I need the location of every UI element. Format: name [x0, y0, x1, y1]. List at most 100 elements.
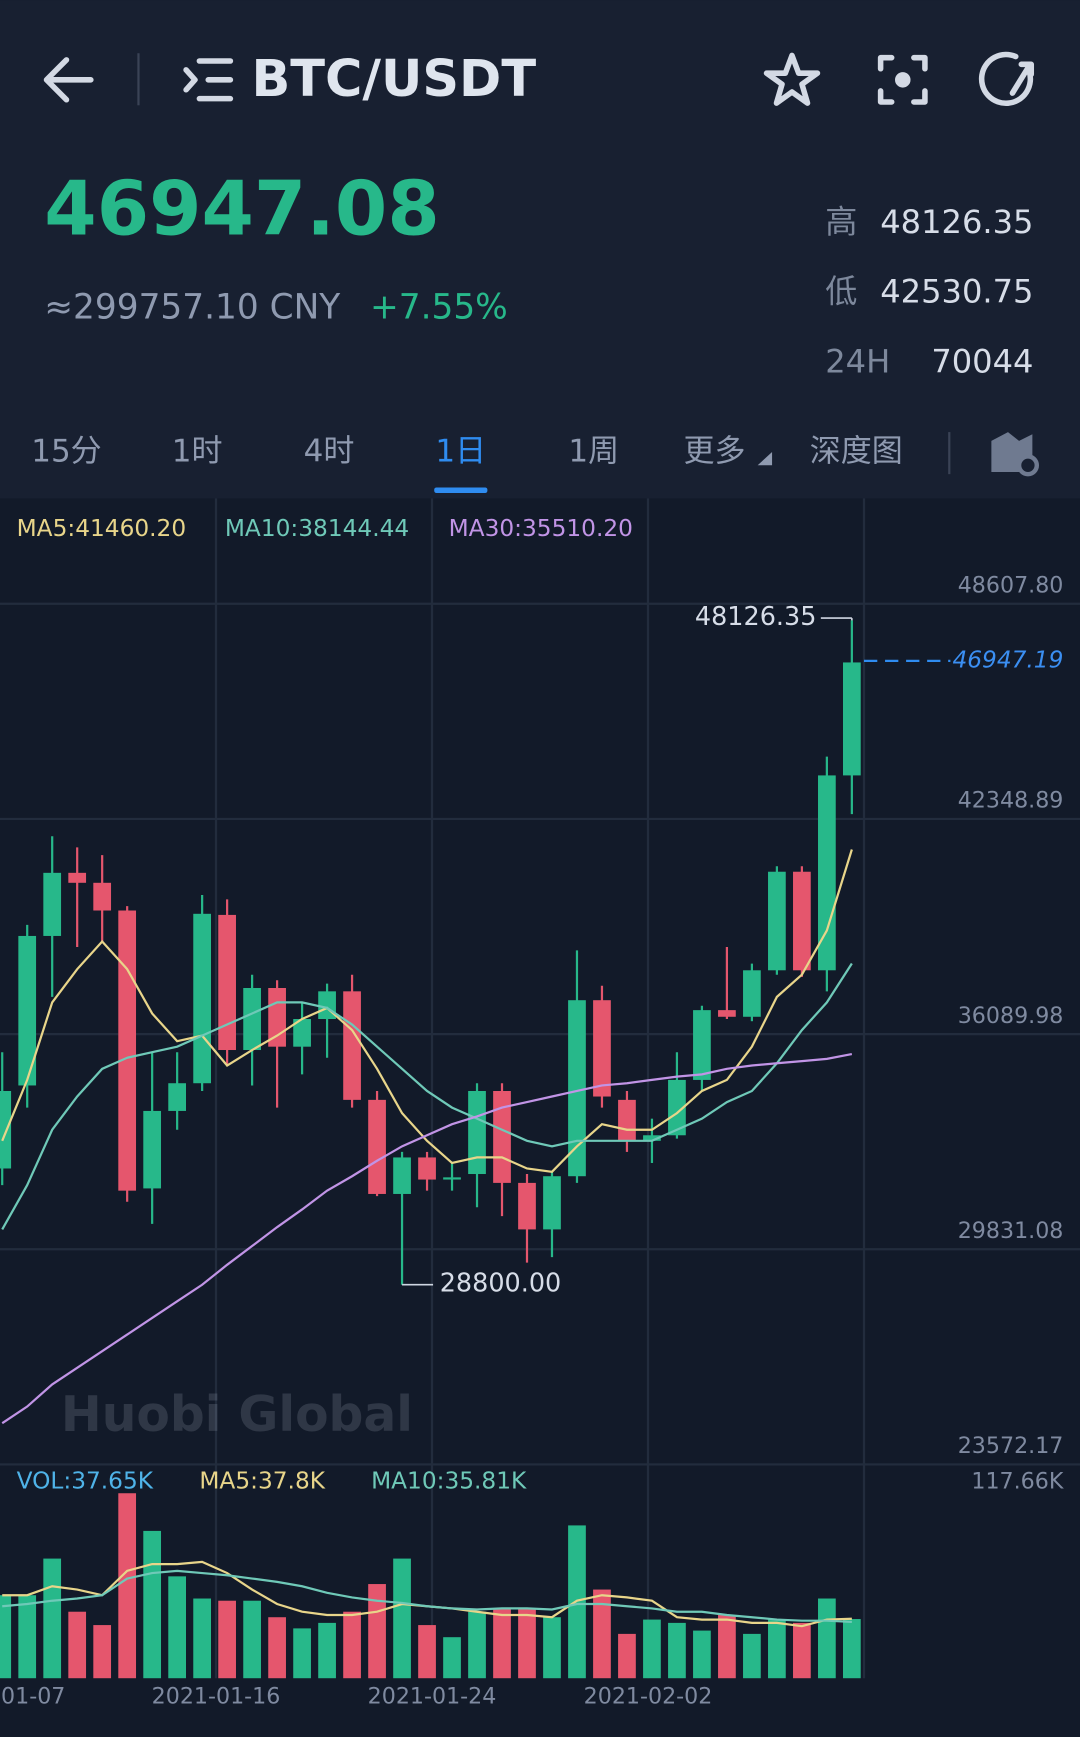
timeframe-tab[interactable]: 4时 [304, 434, 355, 470]
volume-bar [418, 1625, 436, 1679]
volume-bar [168, 1576, 187, 1679]
timeframe-tab[interactable]: 1周 [568, 434, 619, 470]
chart-settings-button[interactable] [991, 432, 1040, 477]
candle-body [743, 970, 761, 1017]
candle-body [343, 991, 361, 1100]
volume-bar [842, 1619, 861, 1679]
volume-bar [0, 1595, 12, 1679]
watermark: Huobi Global [61, 1387, 413, 1443]
volume-bar [318, 1622, 336, 1679]
x-tick-label: 2021-01-24 [368, 1684, 497, 1710]
volume-bar [543, 1617, 561, 1679]
candle-body [568, 1000, 586, 1177]
timeframe-tab[interactable]: 15分 [31, 434, 101, 470]
candle-body [618, 1099, 636, 1141]
candle-body [643, 1135, 661, 1141]
volume-bar [468, 1611, 486, 1679]
legend-entry: MA30:35510.20 [449, 515, 633, 542]
x-tick-label: 2021-01-16 [152, 1684, 281, 1710]
price-change: +7.55% [370, 288, 508, 328]
candle-body [842, 662, 861, 776]
volume-bar [443, 1637, 461, 1679]
volume-legend: VOL:37.65K [17, 1468, 154, 1495]
candle-body [93, 882, 112, 911]
volume-legend-entry: MA10:35.81K [371, 1468, 527, 1495]
candle-body [793, 871, 811, 971]
last-price-label: 46947.19 [952, 646, 1063, 673]
high-marker-label: 48126.35 [695, 602, 817, 632]
y-tick-label: 36089.98 [958, 1003, 1064, 1029]
cny-price: ≈299757.10 CNY [44, 288, 341, 328]
favorite-button[interactable] [763, 52, 821, 106]
volume-bar [218, 1600, 236, 1679]
stat-value: 70044 [931, 342, 1033, 380]
stat-value: 48126.35 [880, 203, 1033, 241]
candle-body [443, 1177, 461, 1180]
candle-body [468, 1090, 486, 1175]
volume-bar [643, 1619, 661, 1679]
pair-title: BTC/USDT [251, 50, 536, 109]
timeframe-tab[interactable]: 1日 [435, 434, 486, 470]
y-tick-label: 48607.80 [958, 573, 1064, 599]
volume-tick-label: 117.66K [971, 1469, 1063, 1495]
volume-bar [393, 1558, 411, 1679]
last-price: 46947.08 [44, 164, 439, 252]
candle-body [418, 1157, 436, 1180]
y-tick-label: 29831.08 [958, 1218, 1064, 1244]
refresh-button[interactable] [978, 51, 1035, 106]
volume-bar [593, 1589, 611, 1679]
candle-body [18, 935, 37, 1086]
candle-body [293, 1019, 311, 1047]
volume-bar [668, 1622, 686, 1679]
candle-body [268, 987, 286, 1047]
legend-entry: MA10:38144.44 [225, 515, 409, 542]
volume-bar [43, 1558, 62, 1679]
candle-body [218, 914, 236, 1051]
volume-bar [368, 1584, 386, 1679]
candle-body [168, 1083, 187, 1111]
volume-bar [143, 1530, 162, 1679]
candle-body [493, 1090, 511, 1183]
high-marker-line [820, 617, 853, 621]
volume-bar [818, 1598, 836, 1679]
candle-body [118, 910, 137, 1191]
legend-entry: MA5:41460.20 [17, 515, 187, 542]
volume-legend-entry: MA5:37.8K [199, 1468, 325, 1495]
pair-menu-icon[interactable] [183, 58, 234, 102]
x-tick-label: 01-07 [1, 1684, 65, 1710]
screenshot-button[interactable] [877, 54, 928, 105]
back-button[interactable] [43, 57, 94, 103]
chart-background [0, 498, 1080, 1737]
candle-body [593, 1000, 611, 1097]
timeframe-tab[interactable]: 1时 [172, 434, 223, 470]
ma-line [1, 1052, 853, 1425]
candle-body [43, 872, 62, 936]
candle-body [68, 872, 87, 883]
active-tab-indicator [434, 487, 488, 493]
volume-bar [768, 1619, 786, 1679]
stat-label: 24H [825, 342, 890, 380]
ma-line [2, 1569, 852, 1624]
candle-body [668, 1079, 686, 1136]
volume-bar [293, 1628, 311, 1679]
stat-label: 高 [825, 203, 857, 241]
volume-bar [18, 1595, 37, 1679]
volume-bar [243, 1600, 261, 1679]
candle-body [518, 1182, 536, 1230]
volume-bar [68, 1611, 87, 1679]
x-tick-label: 2021-02-02 [584, 1684, 713, 1710]
candle-body [143, 1110, 162, 1189]
candle-body [393, 1157, 411, 1194]
stat-value: 42530.75 [880, 273, 1033, 311]
ma-line [1, 962, 853, 1230]
stat-label: 低 [825, 273, 857, 311]
volume-bar [518, 1608, 536, 1679]
timeframe-tab[interactable]: 深度图 [810, 434, 903, 470]
candle-body [768, 871, 786, 971]
volume-bar [793, 1622, 811, 1679]
volume-bar [693, 1630, 711, 1679]
candle-body [718, 1010, 736, 1017]
timeframe-tab[interactable]: 更多 [683, 434, 745, 470]
candle-body [543, 1176, 561, 1230]
